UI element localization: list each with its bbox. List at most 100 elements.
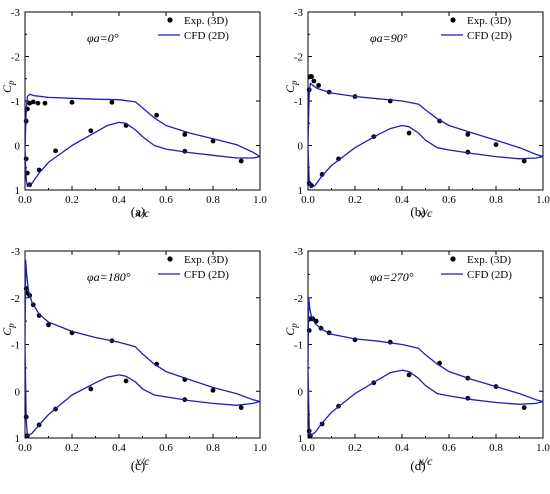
y-tick-label: -2: [294, 293, 303, 305]
y-tick-label: -2: [11, 52, 20, 64]
exp-data-point: [311, 78, 317, 84]
exp-data-point: [53, 148, 58, 154]
y-tick-label: 1: [298, 185, 304, 197]
exp-data-point: [154, 112, 160, 118]
y-tick-label: -1: [11, 340, 20, 352]
legend-exp-label: Exp. (3D): [467, 254, 511, 266]
x-tick-label: 0.2: [65, 442, 79, 454]
exp-data-point: [319, 172, 325, 177]
cfd-curve-upper: [308, 297, 543, 403]
cfd-curve-lower: [308, 367, 543, 437]
chart-panel-4: 0.0 0.2 0.4 0.6 0.8 1.0 -3 -2 -1 0 1 x/c Cp φa=270° Ex…: [283, 246, 550, 473]
exp-data-point: [465, 131, 471, 137]
y-tick-label: -3: [11, 246, 21, 258]
y-tick-label: -3: [294, 7, 304, 19]
exp-data-point: [46, 322, 51, 328]
legend-cfd-label: CFD (2D): [184, 30, 229, 42]
exp-data-point: [109, 99, 115, 105]
legend-exp-marker: [450, 256, 456, 262]
x-tick-label: 0.2: [348, 442, 362, 454]
exp-data-point: [69, 99, 75, 105]
cfd-curve-lower: [308, 124, 543, 189]
y-tick-label: -1: [294, 340, 303, 352]
exp-data-point: [521, 405, 527, 411]
chart-panel-3: 0.0 0.2 0.4 0.6 0.8 1.0 -3 -2 -1 0 1 x/c Cp φa=180° Ex…: [0, 246, 267, 473]
y-tick-label: 1: [298, 433, 304, 445]
x-tick-label: 0.2: [65, 194, 79, 206]
exp-data-point: [88, 128, 94, 134]
y-tick-label: -1: [11, 96, 20, 108]
phase-annotation: φa=270°: [370, 270, 414, 284]
legend-exp-label: Exp. (3D): [184, 15, 228, 27]
exp-data-point: [406, 130, 412, 136]
exp-data-point: [238, 158, 244, 164]
x-tick-label: 0.4: [395, 194, 409, 206]
x-tick-label: 0.6: [442, 194, 456, 206]
x-tick-label: 1.0: [253, 194, 267, 206]
legend-exp-marker: [167, 256, 173, 262]
exp-data-point: [316, 83, 321, 88]
exp-data-point: [30, 99, 36, 105]
x-axis-label: x/c: [135, 454, 151, 468]
exp-data-point: [238, 405, 244, 411]
exp-data-point: [182, 131, 188, 137]
x-tick-label: 1.0: [253, 442, 267, 454]
y-axis-label: Cp: [283, 323, 299, 336]
x-tick-label: 0.8: [489, 194, 503, 206]
x-tick-label: 0.4: [395, 442, 409, 454]
panel-label: (a): [131, 204, 145, 219]
chart-panel-1: 0.0 0.2 0.4 0.6 0.8 1.0 -3 -2 -1 0 1 x/c Cp φa=0° Exp.…: [0, 7, 267, 220]
y-axis-label: Cp: [283, 80, 299, 93]
x-tick-label: 0.8: [206, 442, 220, 454]
x-tick-label: 0.0: [301, 194, 315, 206]
legend-exp-marker: [167, 17, 173, 23]
x-tick-label: 0.8: [206, 194, 220, 206]
exp-data-point: [309, 74, 314, 79]
x-tick-label: 0.0: [18, 194, 32, 206]
legend-cfd-label: CFD (2D): [467, 269, 512, 281]
y-tick-label: 1: [15, 185, 21, 197]
exp-data-point: [123, 378, 129, 384]
exp-data-point: [88, 386, 94, 392]
exp-data-point: [521, 158, 527, 164]
exp-data-point: [23, 286, 29, 291]
y-tick-label: 0: [15, 141, 21, 153]
y-tick-label: -3: [11, 7, 21, 19]
legend-cfd-label: CFD (2D): [184, 269, 229, 281]
panel-label: (d): [410, 458, 425, 473]
x-tick-label: 0.6: [442, 442, 456, 454]
y-tick-label: -3: [294, 246, 304, 258]
cfd-curve-upper: [25, 259, 260, 403]
exp-data-point: [493, 142, 499, 148]
x-axis-label: x/c: [418, 206, 434, 220]
x-tick-label: 1.0: [536, 442, 550, 454]
x-tick-label: 0.0: [301, 442, 315, 454]
chart-panel-2: 0.0 0.2 0.4 0.6 0.8 1.0 -3 -2 -1 0 1 x/c Cp φa=90° Exp…: [283, 7, 550, 220]
cfd-curve-upper: [308, 82, 543, 158]
y-tick-label: 0: [298, 386, 304, 398]
x-axis-label: x/c: [135, 206, 151, 220]
cfd-curve-lower: [25, 344, 260, 437]
exp-data-point: [210, 138, 216, 144]
phase-annotation: φa=90°: [370, 31, 408, 45]
legend-cfd-label: CFD (2D): [467, 30, 512, 42]
phase-annotation: φa=0°: [87, 31, 119, 45]
x-tick-label: 0.0: [18, 442, 32, 454]
exp-data-point: [42, 100, 48, 106]
x-tick-label: 0.2: [348, 194, 362, 206]
legend-exp-marker: [450, 17, 456, 23]
panel-label: (c): [131, 458, 145, 473]
phase-annotation: φa=180°: [87, 270, 131, 284]
y-axis-label: Cp: [0, 323, 16, 336]
x-tick-label: 0.6: [159, 442, 173, 454]
exp-data-point: [35, 100, 41, 106]
panel-label: (b): [410, 204, 425, 219]
legend-exp-label: Exp. (3D): [184, 254, 228, 266]
exp-data-point: [23, 156, 29, 162]
y-tick-label: -2: [294, 52, 303, 64]
y-tick-label: -2: [11, 293, 20, 305]
exp-data-point: [306, 328, 312, 333]
x-tick-label: 0.8: [489, 442, 503, 454]
exp-data-point: [406, 372, 412, 378]
